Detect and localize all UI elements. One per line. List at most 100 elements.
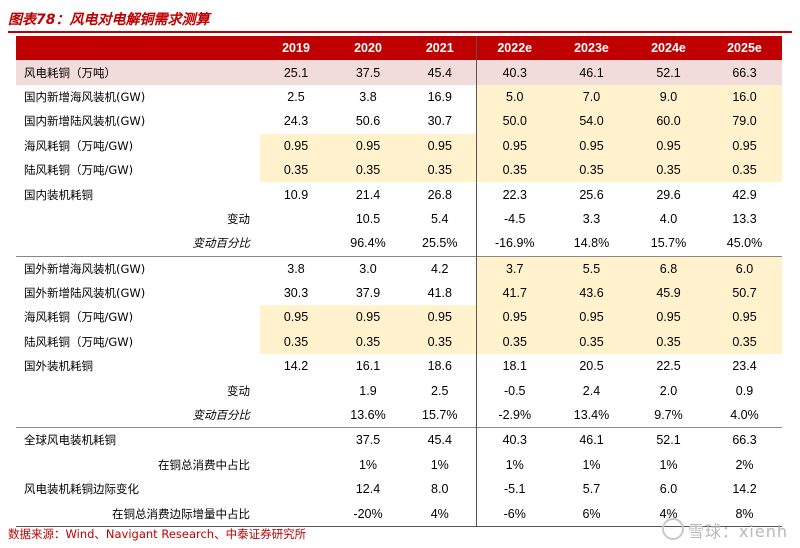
table-cell: 16.1 [355, 359, 381, 374]
header-row: 2019 2020 2021 2022e 2023e 2024e 2025e [16, 36, 782, 61]
snowball-icon [661, 518, 684, 540]
header-year: 2023e [553, 36, 630, 61]
table-cell: -4.5 [475, 206, 553, 232]
table-cell: 45.4 [404, 60, 476, 85]
table-cell: 45.4 [404, 427, 476, 453]
table-row: 国内新增海风装机(GW) 2.5 3.8 16.9 5.0 7.0 9.0 16.0 [16, 84, 782, 110]
table-cell: 9.0 [630, 84, 707, 110]
table-cell: 3.8 [260, 255, 332, 281]
table-cell: 25.6 [579, 187, 604, 202]
table-cell: 37.9 [355, 286, 381, 301]
table-cell: 40.3 [475, 427, 553, 453]
table-cell: 2.4 [582, 383, 601, 398]
table-row: 海风耗铜（万吨/GW) 0.95 0.95 0.95 0.95 0.95 0.95 0.95 [16, 133, 782, 158]
table-cell: 12.4 [355, 482, 381, 497]
table-cell: 0.35 [332, 157, 404, 183]
row-label: 国外新增陆风装机(GW) [24, 286, 146, 301]
table-cell: 2.5 [287, 89, 305, 104]
table-cell: 1% [475, 452, 553, 478]
header-year: 2022e [475, 36, 553, 61]
header-year: 2025e [707, 36, 782, 61]
table-cell: 20.5 [579, 359, 604, 374]
table-cell: 50.6 [355, 114, 381, 129]
table-cell: 18.6 [427, 359, 452, 374]
table-row: 在铜总消费中占比 1% 1% 1% 1% 1% 2% [16, 452, 782, 478]
table-row: 变动百分比 13.6% 15.7% -2.9% 13.4% 9.7% 4.0% [16, 402, 782, 428]
table-cell: 79.0 [707, 109, 782, 134]
table-cell: 23.4 [732, 359, 757, 374]
title-divider [8, 31, 792, 33]
table-cell: 0.95 [630, 305, 707, 330]
table-cell: 0.35 [707, 157, 782, 183]
row-label: 国内新增陆风装机(GW) [24, 114, 146, 129]
table-row: 陆风耗铜（万吨/GW) 0.35 0.35 0.35 0.35 0.35 0.35 0.35 [16, 157, 782, 183]
table-row: 全球风电装机耗铜 37.5 45.4 40.3 46.1 52.1 66.3 [16, 427, 782, 453]
table-cell: 0.35 [707, 329, 782, 355]
table-row: 在铜总消费边际增量中占比 -20% 4% -6% 6% 4% 8% [16, 501, 782, 527]
table-cell: 4% [404, 501, 476, 527]
table-cell: 3.0 [332, 255, 404, 281]
table-cell: 4.2 [404, 255, 476, 281]
table-cell: 10.5 [355, 211, 381, 226]
table-cell: 40.3 [475, 60, 553, 85]
row-label: 风电装机耗铜边际变化 [24, 482, 139, 497]
row-label: 国外装机耗铜 [24, 359, 93, 374]
table-cell: 0.35 [553, 157, 630, 183]
table-cell: 37.5 [332, 60, 404, 85]
table-cell: 0.95 [260, 305, 332, 330]
table-cell: 26.8 [427, 187, 452, 202]
copper-demand-table: 2019 2020 2021 2022e 2023e 2024e 2025e 风… [16, 36, 782, 527]
table-cell: 8.0 [431, 482, 449, 497]
table-cell: 18.1 [475, 354, 553, 379]
table-cell: 0.35 [475, 329, 553, 355]
row-label: 变动百分比 [192, 408, 251, 423]
row-label: 全球风电装机耗铜 [16, 427, 260, 453]
table-row: 变动 10.5 5.4 -4.5 3.3 4.0 13.3 [16, 206, 782, 232]
table-cell: 0.95 [475, 133, 553, 158]
table-cell: 0.35 [332, 329, 404, 355]
table-cell: 41.8 [427, 286, 452, 301]
table-cell: 6% [553, 501, 630, 527]
header-year: 2021 [404, 36, 476, 61]
table-cell: 5.5 [553, 255, 630, 281]
table-cell: 29.6 [656, 187, 681, 202]
table-cell: 24.3 [283, 114, 309, 129]
figure-title: 图表78：风电对电解铜需求测算 [8, 12, 210, 28]
table-cell: 46.1 [553, 427, 630, 453]
table-cell: 52.1 [630, 427, 707, 453]
source-note: 数据来源：Wind、Navigant Research、中泰证券研究所 [8, 527, 307, 541]
table-cell: 30.3 [283, 286, 309, 301]
table-row: 国外新增海风装机(GW) 3.8 3.0 4.2 3.7 5.5 6.8 6.0 [16, 255, 782, 281]
table-body: 风电耗铜（万吨） 25.1 37.5 45.4 40.3 46.1 52.1 66.3 国内新增… [16, 60, 782, 527]
row-label: 国内新增海风装机(GW) [24, 89, 146, 104]
table-row: 陆风耗铜（万吨/GW) 0.35 0.35 0.35 0.35 0.35 0.35 0.35 [16, 329, 782, 355]
table-cell: 0.95 [630, 133, 707, 158]
table-cell: 2.0 [659, 383, 678, 398]
table-cell: 4.0% [730, 408, 759, 423]
table-cell: 43.6 [553, 280, 630, 306]
table-cell: 6.8 [630, 255, 707, 281]
header-label [16, 36, 260, 61]
table-cell: 0.35 [475, 157, 553, 183]
table-cell: 16.0 [707, 84, 782, 110]
table-cell: 1% [430, 457, 449, 472]
table-cell: 1% [358, 457, 378, 472]
row-label: 在铜总消费中占比 [158, 457, 250, 472]
table-row: 风电装机耗铜边际变化 12.4 8.0 -5.1 5.7 6.0 14.2 [16, 477, 782, 502]
table-cell: 0.95 [332, 133, 404, 158]
table-cell: 96.4% [350, 236, 386, 251]
table-cell [260, 403, 332, 428]
table-cell: -6% [475, 501, 553, 527]
row-label: 变动 [227, 211, 250, 226]
table-cell: 0.35 [260, 329, 332, 355]
table-cell: 5.4 [431, 211, 449, 226]
table-cell: 9.7% [654, 408, 683, 423]
table-cell: 41.7 [475, 280, 553, 306]
table-cell: 1% [659, 457, 678, 472]
table-cell: 15.7% [422, 408, 458, 423]
table-cell: 0.95 [404, 133, 476, 158]
table-cell [260, 231, 332, 256]
table-cell: 0.35 [630, 157, 707, 183]
table-row: 国外装机耗铜 14.2 16.1 18.6 18.1 20.5 22.5 23.4 [16, 354, 782, 379]
table-cell: 15.7% [650, 236, 687, 251]
